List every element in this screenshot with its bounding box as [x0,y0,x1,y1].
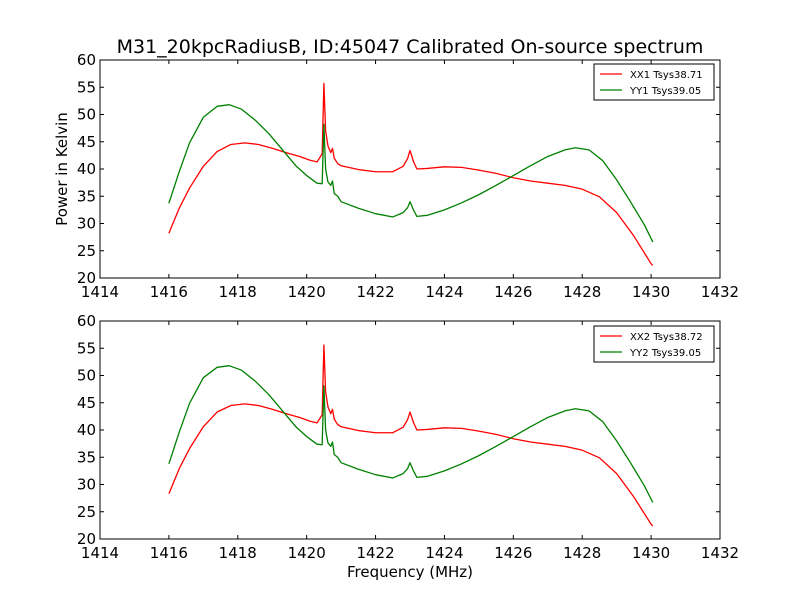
legend-box [593,325,715,363]
y-tick-label: 55 [77,78,96,96]
y-tick-label: 35 [77,187,96,205]
x-tick-label: 1432 [701,544,739,562]
y-tick-label: 25 [77,242,96,260]
y-tick-label: 20 [77,530,96,548]
x-tick-label: 1426 [494,283,532,301]
y-tick-label: 30 [77,215,96,233]
y-tick-label: 25 [77,503,96,521]
series-line-xx-1 [168,82,654,266]
x-tick-label: 1430 [632,283,670,301]
x-tick-label: 1414 [81,544,119,562]
legend-entry-label: YY2 Tsys39.05 [629,348,701,359]
y-axis-label: Power in Kelvin [53,112,71,226]
x-tick-label: 1430 [632,544,670,562]
figure-title: M31_20kpcRadiusB, ID:45047 Calibrated On… [117,36,704,58]
x-tick-label: 1424 [425,283,463,301]
legend-entry-label: YY1 Tsys39.05 [629,86,701,97]
legend: XX1 Tsys38.71 YY1 Tsys39.05 [593,63,715,101]
x-tick-label: 1426 [494,544,532,562]
x-tick-label: 1424 [425,544,463,562]
top-spectrum-panel: 1414 1416 1418 1420 1422 1424 1426 1428 1430 1432… [53,51,739,301]
x-tick-label: 1420 [288,544,326,562]
x-tick-label: 1416 [150,283,188,301]
series-line-xx-2 [168,344,654,527]
y-tick-label: 40 [77,421,96,439]
series-line-yy-2 [168,365,654,503]
bottom-spectrum-panel: 1414 1416 1418 1420 1422 1424 1426 1428 1430 1432… [77,312,739,581]
legend-entry-label: XX2 Tsys38.72 [630,332,703,343]
legend: XX2 Tsys38.72 YY2 Tsys39.05 [593,325,715,363]
y-tick-label: 60 [77,51,96,69]
y-tick-label: 55 [77,339,96,357]
y-tick-label: 20 [77,269,96,287]
legend-entry-label: XX1 Tsys38.71 [630,70,703,81]
x-tick-label: 1420 [288,283,326,301]
x-tick-label: 1428 [563,283,601,301]
x-tick-label: 1418 [219,544,257,562]
series-line-yy-1 [168,104,654,243]
x-tick-label: 1428 [563,544,601,562]
y-tick-label: 40 [77,160,96,178]
x-tick-label: 1414 [81,283,119,301]
x-tick-label: 1416 [150,544,188,562]
y-tick-label: 45 [77,133,96,151]
x-tick-label: 1418 [219,283,257,301]
y-tick-label: 50 [77,106,96,124]
x-tick-label: 1432 [701,283,739,301]
x-tick-label: 1422 [356,544,394,562]
y-tick-label: 60 [77,312,96,330]
y-tick-label: 35 [77,448,96,466]
y-tick-label: 45 [77,394,96,412]
y-tick-label: 50 [77,367,96,385]
legend-box [593,63,715,101]
x-axis-label: Frequency (MHz) [347,563,473,581]
y-tick-label: 30 [77,476,96,494]
x-tick-label: 1422 [356,283,394,301]
